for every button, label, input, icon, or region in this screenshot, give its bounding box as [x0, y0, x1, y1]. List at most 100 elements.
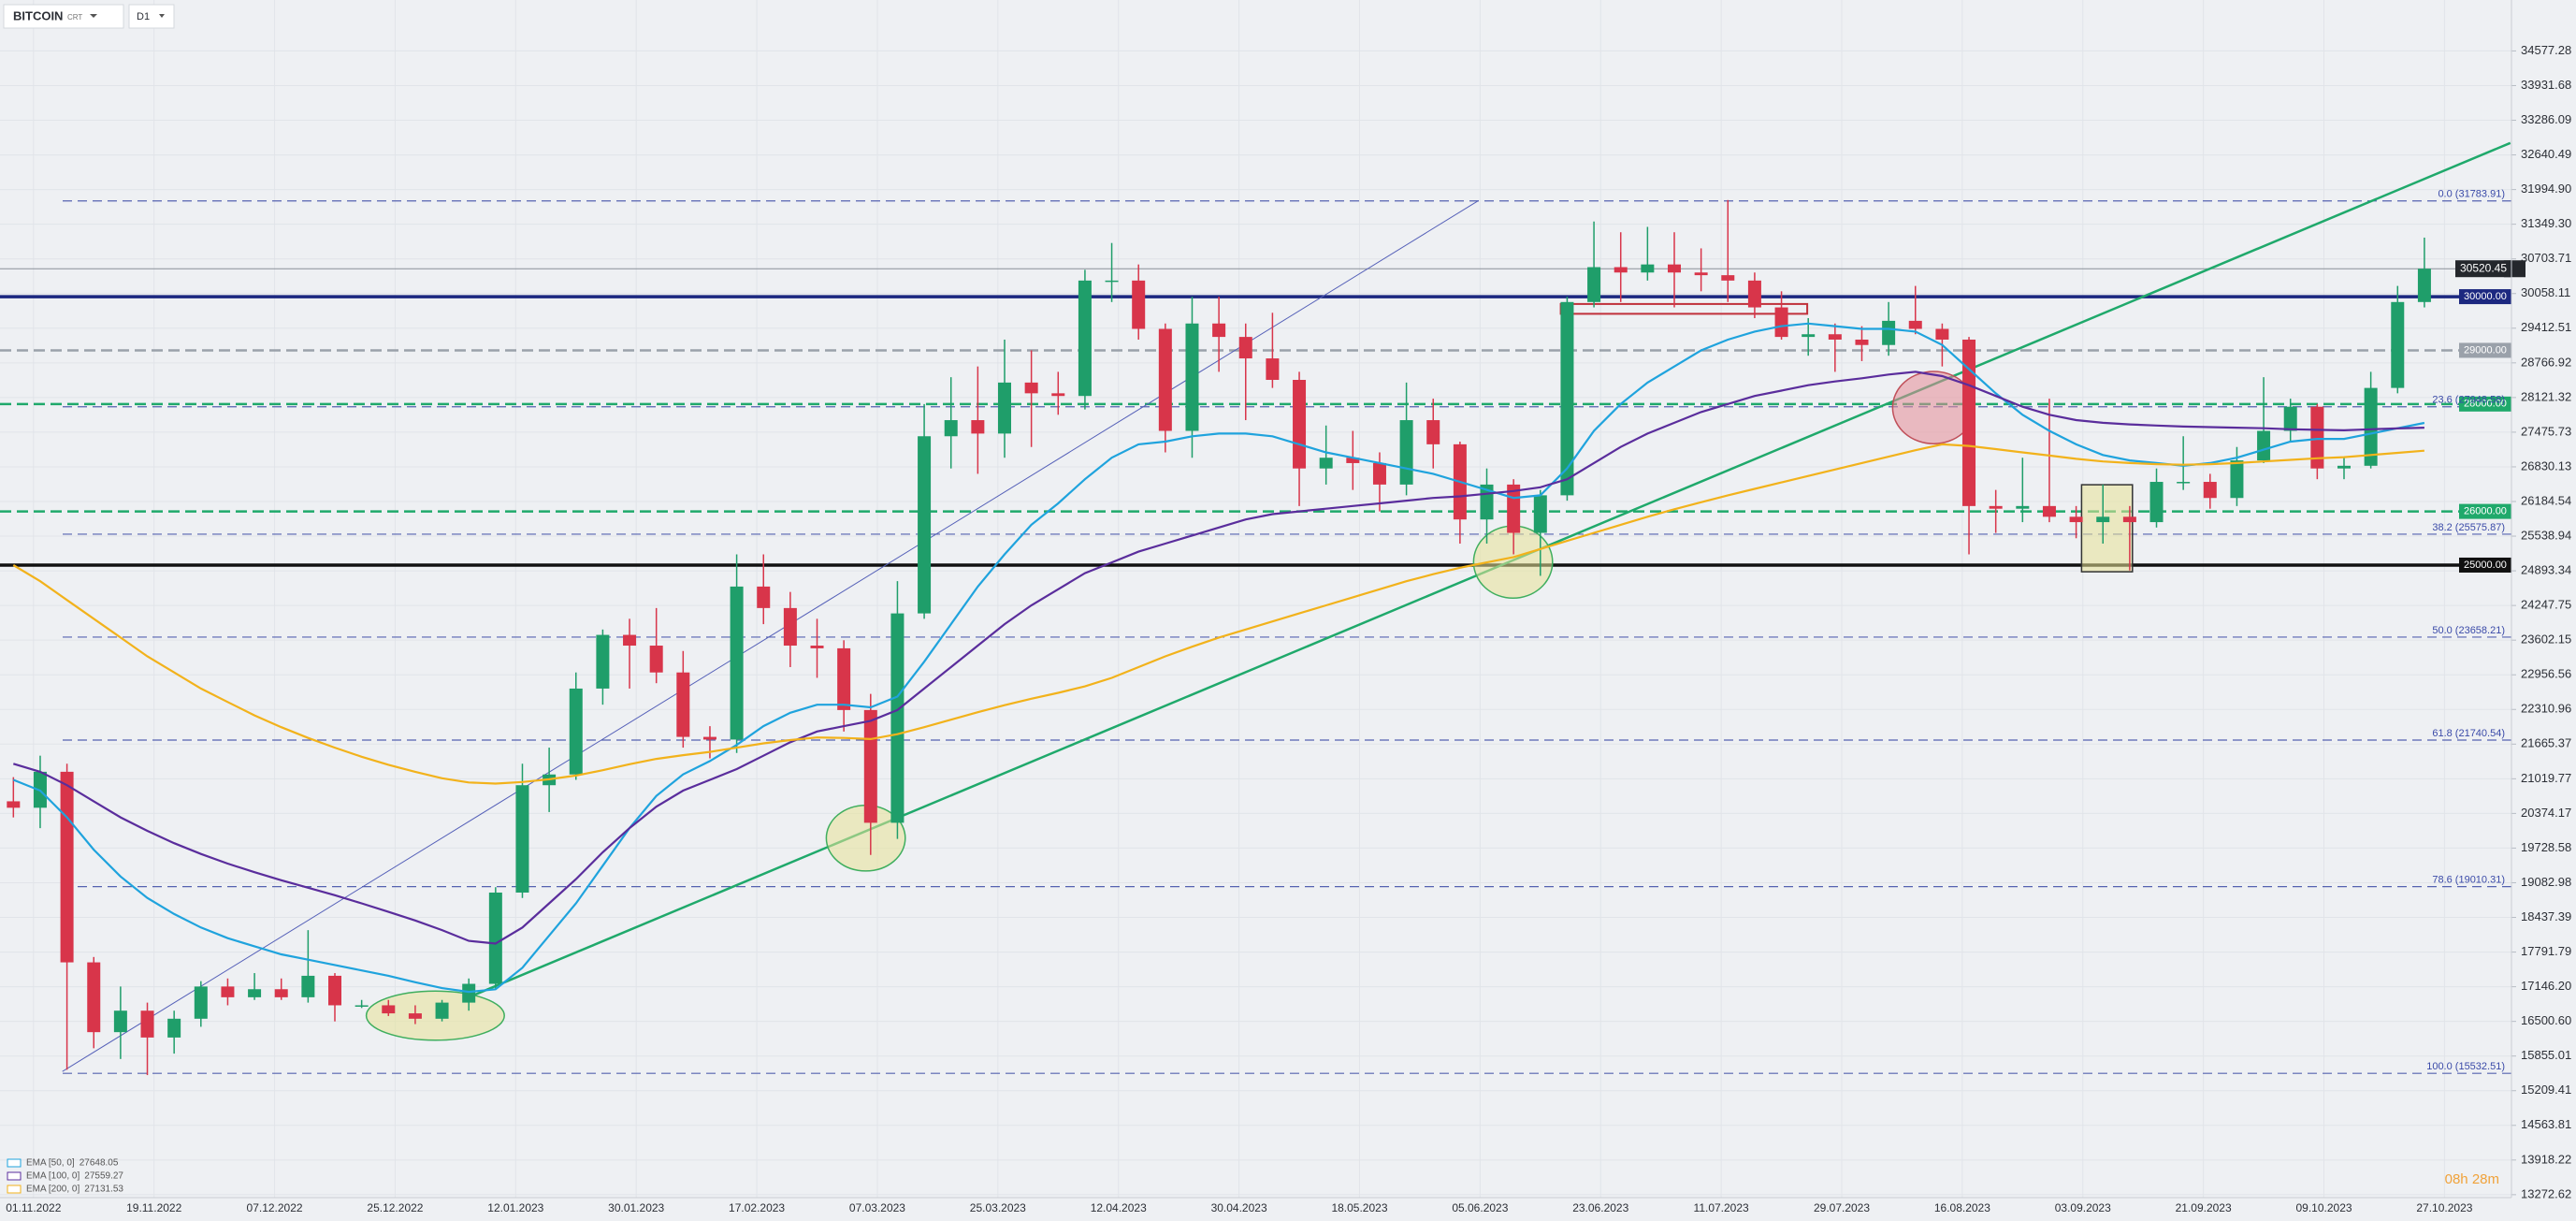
price-label: 26000.00 [2464, 505, 2507, 516]
candle-body [2203, 482, 2217, 499]
fib-label: 50.0 (23658.21) [2432, 625, 2505, 636]
legend-label: EMA [200, 0] [26, 1185, 80, 1195]
candle-body [2364, 387, 2378, 466]
candle-body [676, 672, 690, 737]
candle-body [1747, 280, 1761, 308]
candle-body [1908, 320, 1922, 329]
y-tick-label: 13918.22 [2521, 1152, 2571, 1166]
timeframe-selector[interactable]: D1 [128, 4, 175, 29]
candle-body [2042, 505, 2056, 517]
candle-body [1774, 307, 1788, 338]
candle-body [918, 436, 932, 614]
candle-body [623, 634, 637, 647]
dropdown-caret [159, 14, 165, 18]
y-tick-label: 16500.60 [2521, 1013, 2571, 1027]
candle-body [1132, 280, 1146, 329]
candle-body [1882, 320, 1896, 345]
candle-body [1533, 495, 1547, 533]
y-tick-label: 26830.13 [2521, 458, 2571, 472]
x-tick-label: 23.06.2023 [1572, 1201, 1628, 1214]
price-label-box [2459, 557, 2511, 573]
legend-label: EMA [50, 0] [26, 1158, 75, 1169]
symbol[interactable]: BITCOIN [13, 8, 63, 22]
candle-body [2391, 301, 2405, 388]
candle-body [355, 1005, 369, 1007]
candle-body [1962, 339, 1976, 506]
candle-body [890, 613, 904, 823]
y-tick-label: 23602.15 [2521, 632, 2571, 647]
candle-body [944, 420, 958, 437]
timeframe-box[interactable] [128, 4, 175, 29]
y-tick-label: 15209.41 [2521, 1083, 2571, 1097]
candle-body [2417, 269, 2431, 302]
x-tick-label: 30.01.2023 [608, 1201, 664, 1214]
candle-body [1641, 264, 1655, 273]
x-tick-label: 01.11.2022 [6, 1201, 61, 1214]
price-label-box [2459, 342, 2511, 358]
legend-swatch [7, 1185, 22, 1194]
y-tick-label: 21019.77 [2521, 771, 2571, 785]
candle-body [1668, 264, 1681, 273]
candle-body [515, 785, 529, 893]
labels: 34577.28 33931.68 33286.09 32640.49 31994.90… [6, 43, 2571, 1214]
candle-body [301, 975, 315, 997]
y-tick-label: 34577.28 [2521, 43, 2571, 57]
legend-swatch [7, 1171, 22, 1181]
candle-body [2069, 516, 2083, 523]
candle-body [435, 1002, 449, 1019]
candle-body [1024, 382, 1038, 394]
y-tick-label: 26184.54 [2521, 493, 2571, 507]
y-tick-label: 31349.30 [2521, 216, 2571, 230]
candle-body [1802, 334, 1816, 338]
candle-body [167, 1018, 181, 1038]
candle-body [2096, 516, 2110, 523]
candle-body [488, 892, 502, 984]
candle-body [837, 647, 851, 710]
candle-body [971, 420, 985, 434]
price-label: 25000.00 [2464, 560, 2507, 571]
y-tick-label: 20374.17 [2521, 806, 2571, 820]
candle-body [1212, 323, 1226, 338]
y-tick-label: 17791.79 [2521, 944, 2571, 958]
y-tick-label: 28121.32 [2521, 389, 2571, 403]
candle-body [2149, 482, 2164, 523]
highlight-ellipse [365, 990, 505, 1041]
candle-body [87, 962, 101, 1033]
y-tick-label: 22956.56 [2521, 667, 2571, 681]
candle-body [408, 1013, 422, 1019]
x-tick-label: 09.10.2023 [2295, 1201, 2352, 1214]
x-tick-label: 05.06.2023 [1452, 1201, 1508, 1214]
symbol-selector[interactable]: BITCOIN CRT [3, 4, 124, 29]
y-tick-label: 21665.37 [2521, 736, 2571, 750]
x-tick-label: 18.05.2023 [1331, 1201, 1387, 1214]
symbol-box[interactable] [3, 4, 124, 29]
legend-label: EMA [100, 0] [26, 1171, 80, 1182]
candle-body [863, 709, 877, 823]
fib-label: 23.6 (27948.58) [2432, 395, 2505, 406]
y-tick-label: 25538.94 [2521, 528, 2571, 542]
x-tick-label: 07.12.2022 [247, 1201, 303, 1214]
timeframe[interactable]: D1 [137, 11, 150, 22]
candle-body [2310, 406, 2324, 469]
x-tick-label: 25.03.2023 [970, 1201, 1026, 1214]
candle-body [60, 771, 74, 963]
candle-body [1855, 339, 1869, 345]
y-tick-label: 29412.51 [2521, 320, 2571, 334]
ema-line [12, 322, 2425, 994]
y-tick-label: 24893.34 [2521, 563, 2571, 577]
x-tick-label: 03.09.2023 [2055, 1201, 2111, 1214]
candle-body [596, 634, 610, 689]
price-label: 28000.00 [2464, 399, 2507, 410]
candle-body [1293, 380, 1307, 469]
candle-body [462, 983, 476, 1003]
candle-body [1614, 267, 1628, 273]
x-tick-label: 27.10.2023 [2416, 1201, 2472, 1214]
candle-body [248, 989, 262, 997]
candle-body [2230, 460, 2244, 499]
y-tick-label: 14563.81 [2521, 1117, 2571, 1131]
candle-body [2283, 406, 2297, 431]
candle-body [1346, 458, 1360, 463]
dropdown-caret [90, 14, 97, 18]
x-tick-label: 11.07.2023 [1694, 1201, 1749, 1214]
